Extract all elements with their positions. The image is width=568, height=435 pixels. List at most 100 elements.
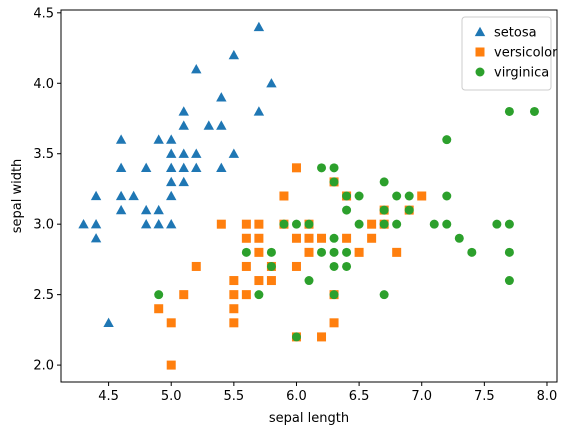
virginica-point — [392, 219, 402, 229]
virginica-point — [342, 205, 352, 215]
versicolor-point — [166, 318, 176, 328]
virginica-point — [342, 247, 352, 257]
virginica-point — [504, 106, 514, 116]
setosa-point — [140, 162, 152, 172]
versicolor-point — [154, 304, 164, 314]
setosa-point — [178, 106, 189, 116]
virginica-point — [529, 106, 539, 116]
versicolor-point — [304, 247, 314, 257]
versicolor-point — [342, 233, 352, 243]
versicolor-point — [304, 233, 314, 243]
versicolor-point — [317, 233, 327, 243]
virginica-point — [392, 191, 402, 201]
versicolor-point — [291, 163, 301, 173]
versicolor-point — [279, 191, 289, 201]
virginica-point — [354, 219, 364, 229]
virginica-point — [442, 135, 452, 145]
legend-virginica-marker — [475, 67, 485, 77]
versicolor-point — [254, 219, 264, 229]
versicolor-point — [166, 360, 176, 370]
setosa-point — [115, 190, 127, 201]
setosa-point — [216, 92, 227, 102]
legend-setosa-marker — [474, 26, 486, 37]
y-tick-label: 3.0 — [33, 218, 54, 233]
versicolor-point — [229, 276, 239, 286]
legend-label: virginica — [494, 66, 549, 81]
setosa-point — [78, 218, 89, 229]
x-tick-label: 5.0 — [161, 389, 182, 404]
setosa-point — [128, 190, 139, 201]
x-tick-label: 7.5 — [474, 389, 495, 404]
plot-frame — [60, 9, 558, 383]
versicolor-point — [229, 290, 239, 300]
virginica-point — [329, 290, 339, 300]
virginica-point — [442, 191, 452, 201]
setosa-point — [178, 176, 189, 187]
y-tick-label: 4.5 — [33, 6, 54, 21]
virginica-point — [404, 205, 414, 215]
setosa-point — [90, 218, 102, 229]
versicolor-point — [216, 219, 226, 229]
virginica-point — [354, 191, 364, 201]
setosa-point — [253, 21, 265, 32]
legend: setosa versicolor virginica — [461, 16, 558, 91]
virginica-point — [504, 219, 514, 229]
y-axis-ticks: 2.0 2.5 3.0 3.5 4.0 4.5 — [33, 6, 61, 374]
virginica-point — [329, 163, 339, 173]
versicolor-point — [241, 219, 251, 229]
virginica-point — [379, 205, 389, 215]
virginica-point — [254, 290, 264, 300]
virginica-point — [467, 247, 477, 257]
versicolor-point — [367, 233, 377, 243]
virginica-point — [304, 276, 314, 286]
setosa-point — [203, 120, 214, 130]
setosa-point — [266, 78, 277, 88]
virginica-point — [504, 247, 514, 257]
setosa-point — [191, 148, 202, 158]
virginica-point — [379, 290, 389, 300]
setosa-point — [178, 148, 189, 158]
virginica-point — [329, 233, 339, 243]
y-tick-label: 2.5 — [33, 288, 54, 303]
virginica-point — [379, 219, 389, 229]
x-tick-label: 6.0 — [286, 389, 307, 404]
setosa-point — [103, 317, 114, 327]
setosa-point — [153, 134, 164, 144]
virginica-point — [266, 247, 276, 257]
virginica-point — [342, 191, 352, 201]
y-tick-label: 3.5 — [33, 147, 54, 162]
virginica-point — [379, 177, 389, 187]
x-tick-label: 8.0 — [537, 389, 558, 404]
setosa-point — [115, 134, 127, 144]
versicolor-point — [417, 191, 427, 201]
setosa-point — [191, 162, 202, 172]
setosa-point — [153, 218, 164, 229]
virginica-point — [329, 261, 339, 271]
legend-label: versicolor — [494, 46, 558, 61]
versicolor-point — [179, 290, 189, 300]
versicolor-point — [392, 247, 402, 257]
setosa-point — [166, 134, 177, 144]
versicolor-point — [241, 233, 251, 243]
legend-label: setosa — [494, 26, 537, 41]
versicolor-point — [254, 233, 264, 243]
virginica-point — [317, 163, 327, 173]
setosa-point — [90, 190, 102, 201]
x-axis-ticks: 4.5 5.0 5.5 6.0 6.5 7.0 7.5 8.0 — [98, 382, 557, 404]
virginica-point — [329, 177, 339, 187]
virginica-point — [317, 247, 327, 257]
setosa-point — [253, 106, 265, 116]
setosa-point — [115, 204, 127, 215]
virginica-point — [154, 290, 164, 300]
x-tick-label: 6.5 — [349, 389, 370, 404]
versicolor-point — [229, 304, 239, 314]
versicolor-point — [367, 219, 377, 229]
setosa-point — [153, 204, 164, 215]
versicolor-point — [254, 247, 264, 257]
setosa-point — [228, 148, 240, 158]
virginica-point — [492, 219, 502, 229]
x-tick-label: 7.0 — [411, 389, 432, 404]
x-tick-label: 5.5 — [224, 389, 245, 404]
setosa-point — [228, 49, 240, 60]
